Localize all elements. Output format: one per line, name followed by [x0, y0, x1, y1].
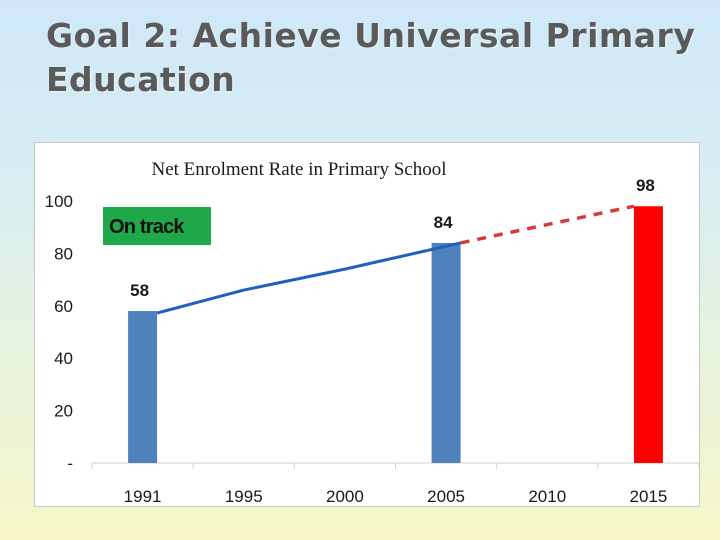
- data-label: 98: [636, 176, 655, 195]
- target-bar: [633, 206, 663, 464]
- y-tick-label: 100: [45, 192, 73, 211]
- data-label: 58: [130, 281, 149, 300]
- x-tick-label: 2005: [427, 487, 465, 506]
- enrolment-chart: Net Enrolment Rate in Primary School - 20 4…: [45, 159, 699, 506]
- y-tick-label: 60: [54, 297, 73, 316]
- y-tick-label: 20: [54, 402, 73, 421]
- y-tick-label: 80: [54, 244, 73, 263]
- x-tick-label: 2015: [630, 487, 668, 506]
- y-tick-label: -: [67, 454, 73, 473]
- trend-line: [156, 241, 461, 315]
- data-bar: [431, 242, 461, 463]
- x-tick-label: 1995: [225, 487, 263, 506]
- projection-line: [460, 204, 635, 245]
- on-track-label: On track: [109, 216, 185, 238]
- chart-panel: Net Enrolment Rate in Primary School - 20 4…: [34, 142, 700, 507]
- on-track-badge: [103, 207, 211, 245]
- data-label: 84: [434, 213, 453, 232]
- x-tick-label: 2010: [528, 487, 566, 506]
- x-tick-label: 2000: [326, 487, 364, 506]
- data-bar: [128, 311, 158, 463]
- slide-title: Goal 2: Achieve Universal Primary Educat…: [46, 16, 696, 99]
- y-tick-label: 40: [54, 349, 73, 368]
- x-tick-label: 1991: [124, 487, 162, 506]
- chart-title: Net Enrolment Rate in Primary School: [152, 159, 447, 180]
